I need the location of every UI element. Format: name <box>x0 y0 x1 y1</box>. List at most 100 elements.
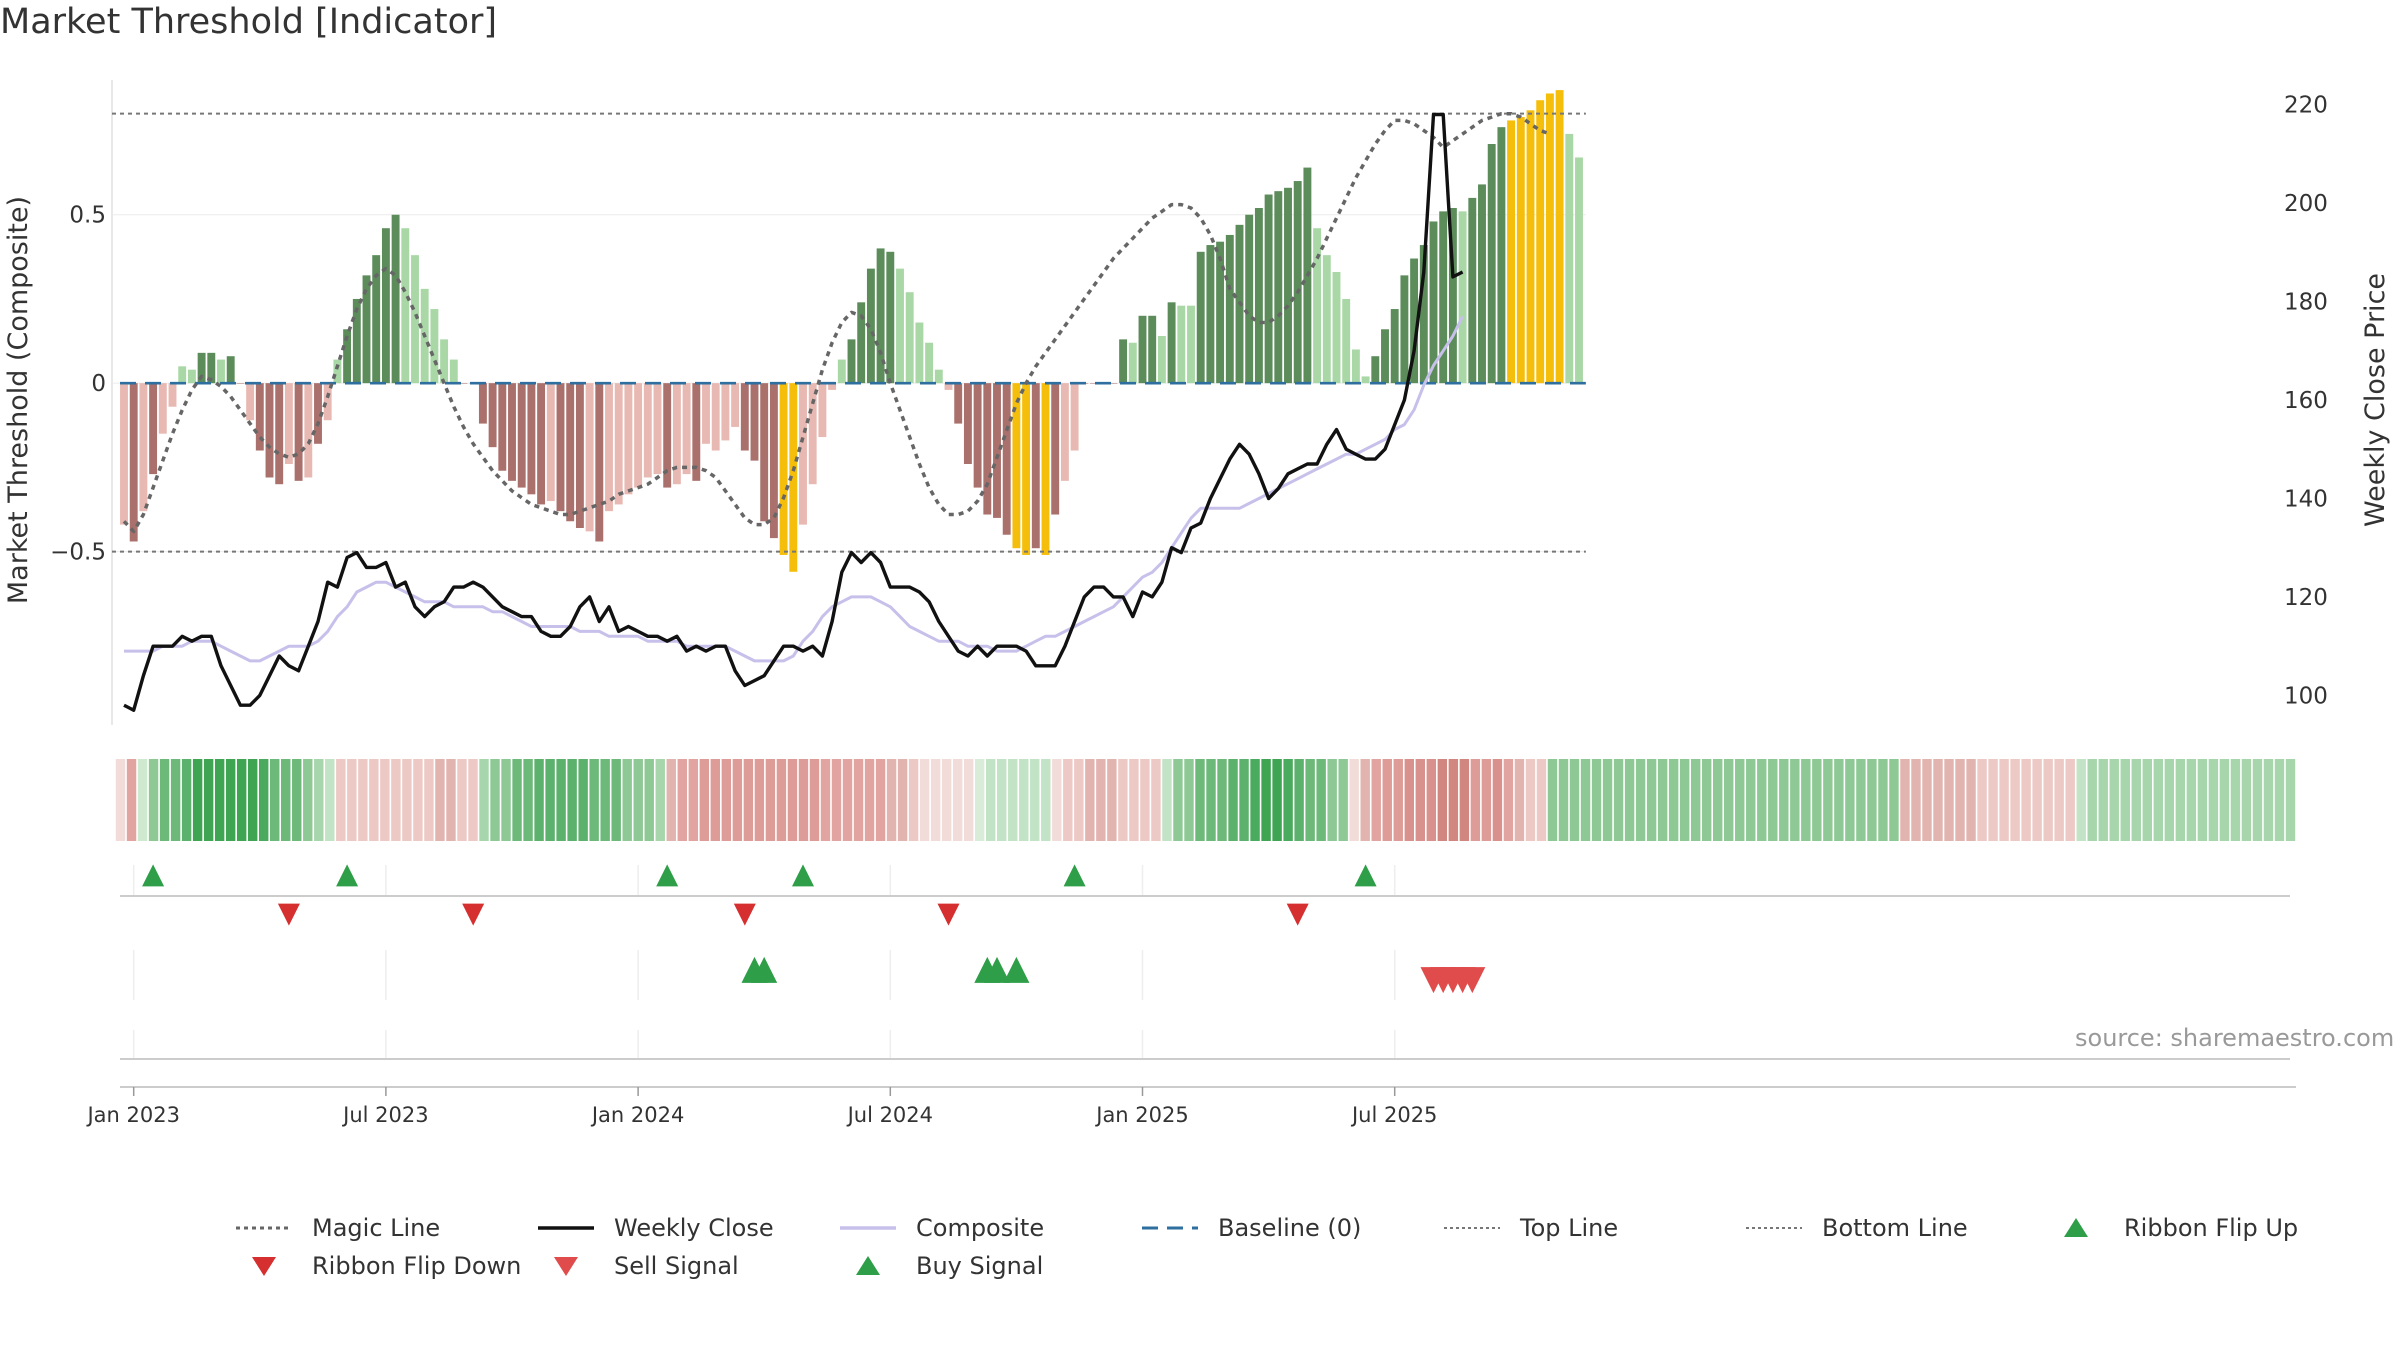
ribbon-cell <box>358 759 368 841</box>
composite-bar <box>372 255 381 384</box>
ribbon-cell <box>1757 759 1767 841</box>
ribbon-cell <box>1966 759 1976 841</box>
ribbon-cell <box>908 759 919 841</box>
composite-bar <box>1138 315 1147 384</box>
ribbon-cell <box>765 759 776 841</box>
ribbon-cell <box>831 759 842 841</box>
legend-label: Baseline (0) <box>1218 1214 1362 1242</box>
ribbon-cell <box>2054 759 2064 841</box>
legend-item-ribbon-flip-up: Ribbon Flip Up <box>2048 1210 2298 1246</box>
legend-swatch-icon <box>236 1226 292 1230</box>
ribbon-cell <box>2065 759 2075 841</box>
ribbon-flip-down-marker <box>733 903 756 926</box>
page-title: Market Threshold [Indicator] <box>0 2 498 42</box>
composite-bar <box>760 383 769 522</box>
ribbon-flip-up-marker <box>792 864 814 887</box>
buy-signal-marker <box>984 956 1010 983</box>
composite-bar <box>1390 309 1399 384</box>
composite-bar <box>1245 214 1254 384</box>
composite-bar <box>925 342 934 384</box>
composite-bar <box>1536 100 1545 384</box>
composite-bar <box>905 292 914 384</box>
composite-bar <box>653 383 662 475</box>
composite-bar <box>323 383 332 421</box>
ribbon-cell <box>1294 759 1304 841</box>
ribbon-cell <box>963 759 974 841</box>
ribbon-cell <box>1547 759 1558 841</box>
legend-item-composite: Composite <box>840 1210 1044 1246</box>
ribbon-cell <box>1184 759 1194 841</box>
ribbon-cell <box>1162 759 1172 841</box>
left-tick-label: 0 <box>91 371 106 397</box>
legend-item-weekly-close: Weekly Close <box>538 1210 774 1246</box>
composite-bar <box>1216 241 1225 384</box>
ribbon-cell <box>1834 759 1844 841</box>
ribbon-cell <box>1613 759 1624 841</box>
composite-bar <box>508 383 516 481</box>
composite-bar <box>1575 157 1583 384</box>
ribbon-cell <box>1922 759 1932 841</box>
ribbon-cell <box>501 759 511 841</box>
ribbon-cell <box>1525 759 1536 841</box>
composite-bar <box>1507 120 1516 384</box>
ribbon-cell <box>809 759 820 841</box>
ribbon-cell <box>413 759 423 841</box>
x-tick-label: Jul 2023 <box>341 1103 428 1127</box>
ribbon-cell <box>1195 759 1205 841</box>
composite-bar <box>896 268 904 384</box>
ribbon-flip-up-marker <box>656 864 679 887</box>
composite-bar <box>440 339 449 384</box>
composite-bar <box>246 383 255 421</box>
ribbon-cell <box>1261 759 1271 841</box>
ribbon-cell <box>688 759 699 841</box>
ribbon-cell <box>2285 759 2296 841</box>
composite-bar <box>672 383 681 485</box>
ribbon-cell <box>435 759 445 841</box>
composite-bar <box>721 383 730 441</box>
ribbon-cell <box>2274 759 2285 841</box>
composite-bar <box>1012 383 1021 549</box>
ribbon-cell <box>1228 759 1238 841</box>
ribbon-cell <box>490 759 500 841</box>
legend-item-buy-signal: Buy Signal <box>840 1248 1043 1284</box>
composite-bar <box>255 383 264 451</box>
ribbon-cell <box>1063 759 1073 841</box>
legend-item-sell-signal: Sell Signal <box>538 1248 739 1284</box>
legend-label: Magic Line <box>312 1214 441 1242</box>
ribbon-cell <box>247 759 258 841</box>
composite-bar <box>585 383 594 532</box>
ribbon-cell <box>776 759 787 841</box>
ribbon-cell <box>1580 759 1591 841</box>
legend-item-magic-line: Magic Line <box>236 1210 440 1246</box>
ribbon-cell <box>479 759 489 841</box>
ribbon-cell <box>1052 759 1062 841</box>
ribbon-cell <box>1239 759 1249 841</box>
ribbon-cell <box>1173 759 1183 841</box>
legend-swatch-icon <box>554 1257 578 1276</box>
composite-bar <box>1468 197 1477 384</box>
legend-swatch-icon <box>840 1226 896 1230</box>
left-tick-label: −0.5 <box>50 540 106 566</box>
composite-bar <box>1565 133 1574 384</box>
ribbon-cell <box>192 759 203 841</box>
composite-bar <box>168 383 177 407</box>
composite-bar <box>1002 383 1011 535</box>
composite-bar <box>178 366 187 384</box>
ribbon-cell <box>1768 759 1778 841</box>
ribbon-cell <box>523 759 533 841</box>
composite-bar <box>1458 211 1467 384</box>
x-tick-label: Jan 2023 <box>85 1103 180 1127</box>
legend-label: Sell Signal <box>614 1252 739 1280</box>
ribbon-cell <box>2241 759 2252 841</box>
composite-bar <box>663 383 672 488</box>
ribbon-cell <box>1977 759 1987 841</box>
ribbon-cell <box>1041 759 1051 841</box>
composite-bar <box>1332 272 1341 384</box>
composite-bar <box>546 383 555 502</box>
composite-bar <box>1448 208 1457 384</box>
ribbon-cell <box>1283 759 1293 841</box>
ribbon-cell <box>2263 759 2274 841</box>
composite-bar <box>692 383 701 481</box>
composite-bar <box>808 383 817 485</box>
